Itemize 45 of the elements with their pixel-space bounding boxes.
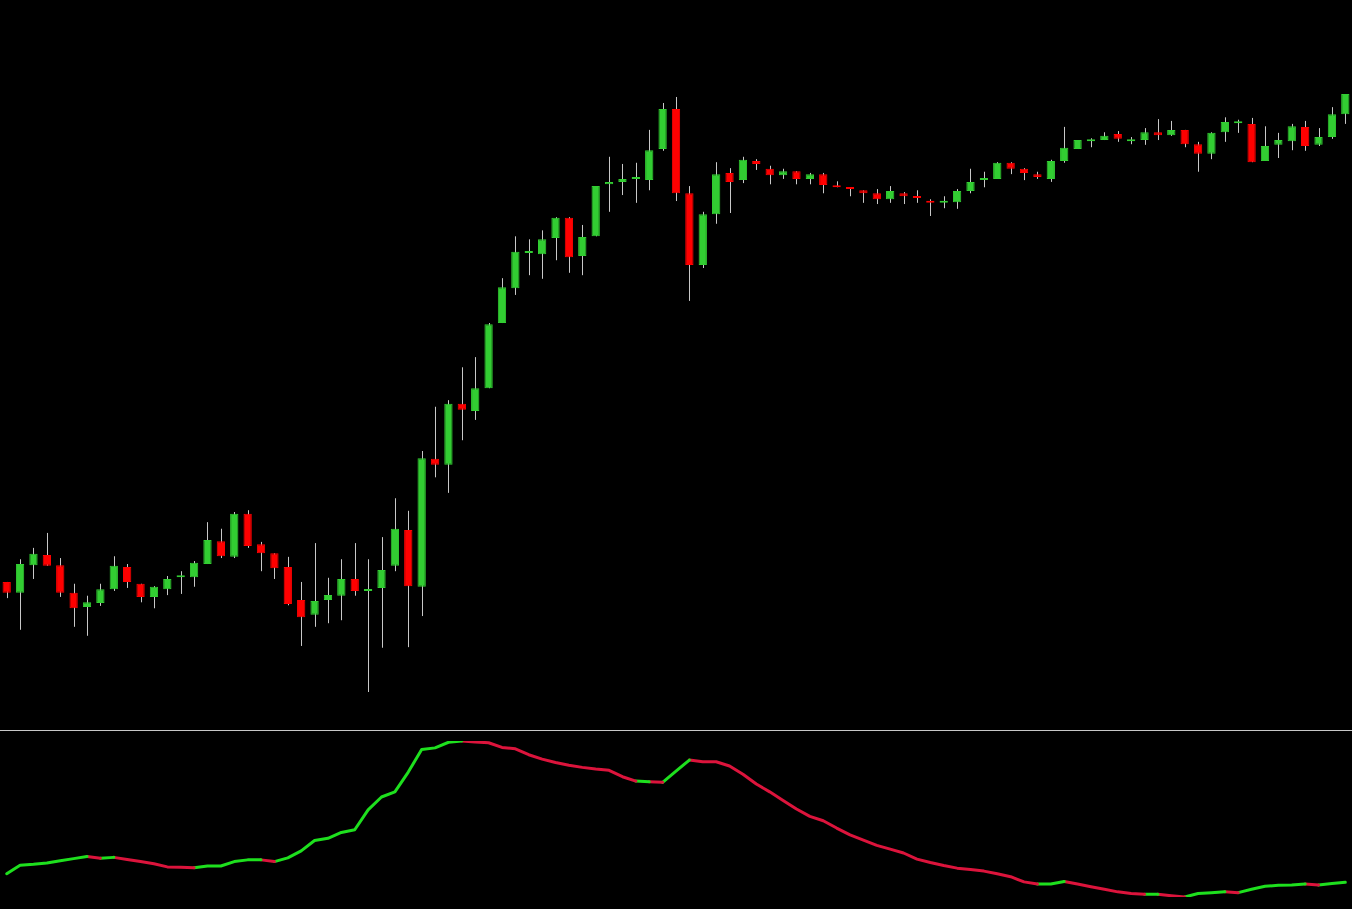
candlestick (1153, 118, 1163, 141)
candlestick (350, 542, 359, 597)
candlestick (1341, 93, 1350, 125)
candlestick (725, 167, 734, 214)
candlestick (1193, 141, 1203, 173)
candlestick (337, 558, 346, 621)
candlestick (363, 558, 373, 693)
candlestick (1301, 120, 1310, 152)
candlestick (256, 541, 266, 572)
candlestick (618, 163, 627, 196)
candlestick (189, 560, 199, 588)
candlestick (1046, 159, 1055, 183)
candlestick (819, 172, 828, 194)
candlestick (163, 575, 172, 596)
candlestick (1287, 123, 1296, 151)
candlestick (430, 406, 440, 478)
candlestick (29, 547, 38, 580)
candlestick (738, 156, 748, 184)
candlestick (537, 229, 547, 280)
candlestick (216, 528, 226, 559)
candlestick (82, 595, 92, 637)
candlestick (1274, 132, 1283, 159)
candlestick (1207, 131, 1216, 160)
candlestick (471, 356, 480, 421)
candlestick (323, 577, 333, 624)
candlestick (578, 224, 587, 276)
candlestick (457, 366, 466, 441)
candlestick (551, 216, 560, 261)
candlestick (1260, 125, 1270, 162)
candlestick (297, 581, 306, 647)
candlestick (966, 168, 975, 194)
candlestick (377, 536, 386, 649)
candlestick (1327, 106, 1337, 140)
candlestick (203, 521, 212, 565)
candlestick (270, 552, 279, 580)
candlestick (69, 583, 78, 628)
candlestick (952, 188, 962, 210)
candlestick (310, 542, 319, 628)
candlestick (1060, 126, 1069, 164)
candlestick (42, 532, 51, 567)
candlestick (1220, 116, 1229, 143)
candlestick (149, 585, 159, 609)
candlestick (96, 583, 105, 607)
candlestick (123, 563, 132, 589)
candlestick (109, 555, 118, 592)
